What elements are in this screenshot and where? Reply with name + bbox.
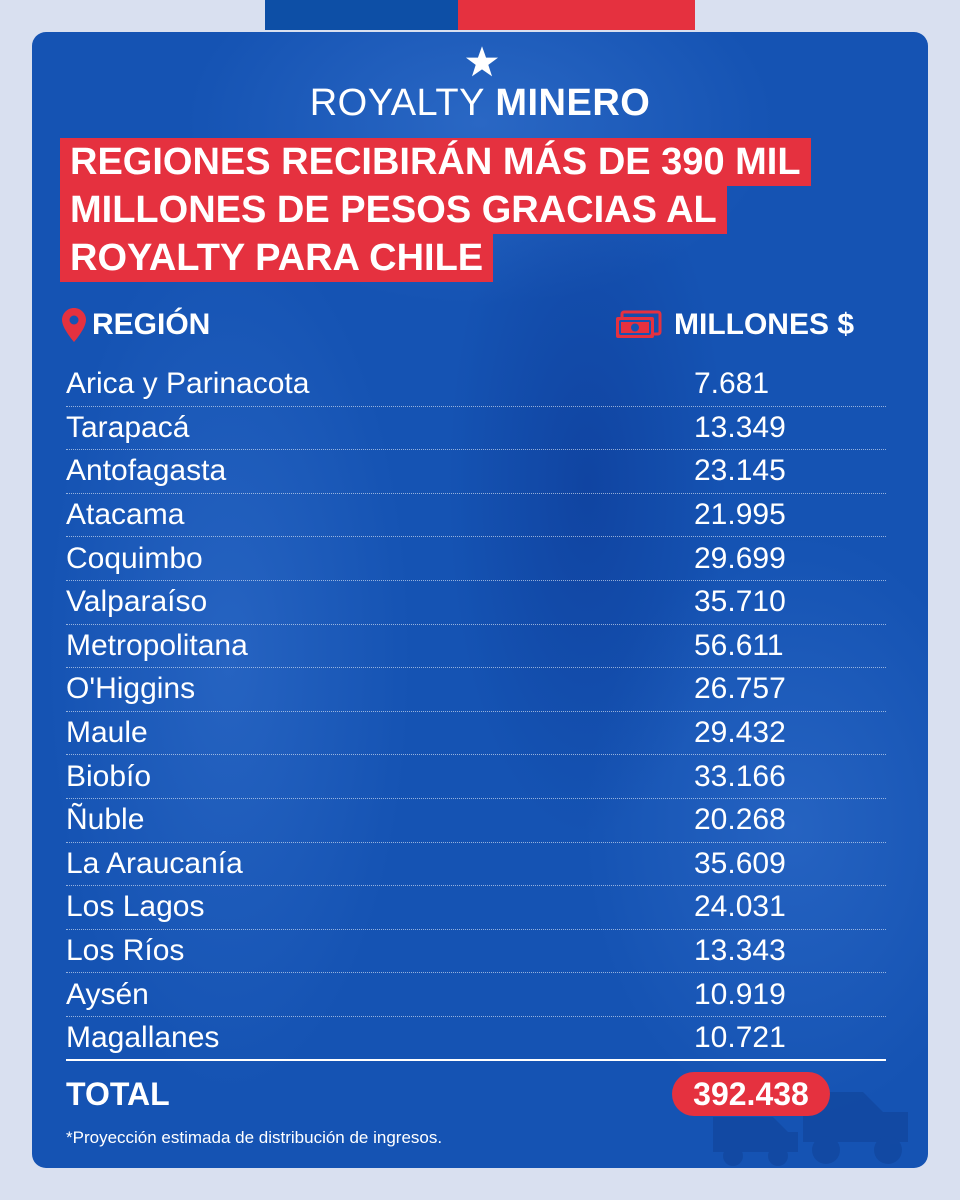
table-row: Tarapacá 13.349 (66, 407, 886, 451)
region-name: Tarapacá (66, 410, 190, 444)
money-bill-icon (616, 310, 662, 338)
region-amount: 35.609 (694, 846, 786, 880)
region-name: O'Higgins (66, 672, 196, 706)
table-row: Los Lagos 24.031 (66, 886, 886, 930)
headline: REGIONES RECIBIRÁN MÁS DE 390 MIL MILLON… (60, 138, 811, 282)
location-pin-icon (62, 308, 86, 342)
table-row: Magallanes 10.721 (66, 1017, 886, 1061)
region-amount: 23.145 (694, 454, 786, 488)
table-row: Aysén 10.919 (66, 973, 886, 1017)
total-label: TOTAL (66, 1076, 170, 1112)
table-row: O'Higgins 26.757 (66, 668, 886, 712)
region-name: Los Lagos (66, 890, 205, 924)
headline-line: ROYALTY PARA CHILE (60, 234, 494, 282)
region-amount: 33.166 (694, 759, 786, 793)
infographic-card: ROYALTY MINERO REGIONES RECIBIRÁN MÁS DE… (32, 32, 928, 1168)
region-name: Coquimbo (66, 541, 203, 575)
table-row: La Araucanía 35.609 (66, 843, 886, 887)
footnote: *Proyección estimada de distribución de … (66, 1128, 443, 1147)
column-header-region: REGIÓN (62, 308, 210, 342)
region-name: Ñuble (66, 803, 145, 837)
region-name: Atacama (66, 498, 185, 532)
region-name: Maule (66, 716, 148, 750)
region-amount: 35.710 (694, 585, 786, 619)
region-name: La Araucanía (66, 846, 243, 880)
region-amount: 13.343 (694, 934, 786, 968)
region-amount: 26.757 (694, 672, 786, 706)
table-row: Maule 29.432 (66, 712, 886, 756)
table-row: Los Ríos 13.343 (66, 930, 886, 974)
region-amount: 13.349 (694, 410, 786, 444)
total-value-badge: 392.438 (672, 1072, 830, 1116)
column-header-amount-label: MILLONES $ (674, 308, 855, 341)
column-header-amount: MILLONES $ (614, 308, 854, 342)
region-name: Arica y Parinacota (66, 367, 310, 401)
region-amount: 20.268 (694, 803, 786, 837)
region-name: Metropolitana (66, 628, 248, 662)
star-icon (465, 46, 499, 77)
headline-line: MILLONES DE PESOS GRACIAS AL (60, 186, 727, 234)
region-amount: 21.995 (694, 498, 786, 532)
region-name: Valparaíso (66, 585, 208, 619)
region-table: Arica y Parinacota 7.681 Tarapacá 13.349 A… (66, 363, 886, 1061)
region-amount: 24.031 (694, 890, 786, 924)
headline-line: REGIONES RECIBIRÁN MÁS DE 390 MIL (60, 138, 811, 186)
region-name: Los Ríos (66, 934, 185, 968)
table-row: Valparaíso 35.710 (66, 581, 886, 625)
table-row: Coquimbo 29.699 (66, 537, 886, 581)
table-row: Metropolitana 56.611 (66, 625, 886, 669)
brand-light: ROYALTY (309, 82, 485, 124)
table-row: Ñuble 20.268 (66, 799, 886, 843)
region-name: Magallanes (66, 1020, 220, 1054)
region-amount: 7.681 (694, 367, 770, 401)
region-amount: 56.611 (694, 628, 784, 662)
flag-stripe-blue (265, 0, 458, 30)
table-row: Arica y Parinacota 7.681 (66, 363, 886, 407)
region-name: Antofagasta (66, 454, 227, 488)
brand-bold: MINERO (495, 82, 651, 124)
brand-title: ROYALTY MINERO (32, 82, 928, 125)
region-name: Aysén (66, 977, 149, 1011)
region-amount: 29.432 (694, 716, 786, 750)
column-header-region-label: REGIÓN (92, 308, 211, 341)
region-amount: 29.699 (694, 541, 786, 575)
table-row: Antofagasta 23.145 (66, 450, 886, 494)
region-amount: 10.721 (694, 1020, 786, 1054)
flag-stripe-red (458, 0, 695, 30)
region-name: Biobío (66, 759, 152, 793)
table-row: Biobío 33.166 (66, 755, 886, 799)
table-row: Atacama 21.995 (66, 494, 886, 538)
mining-truck-icon (713, 1092, 908, 1166)
region-amount: 10.919 (694, 977, 786, 1011)
